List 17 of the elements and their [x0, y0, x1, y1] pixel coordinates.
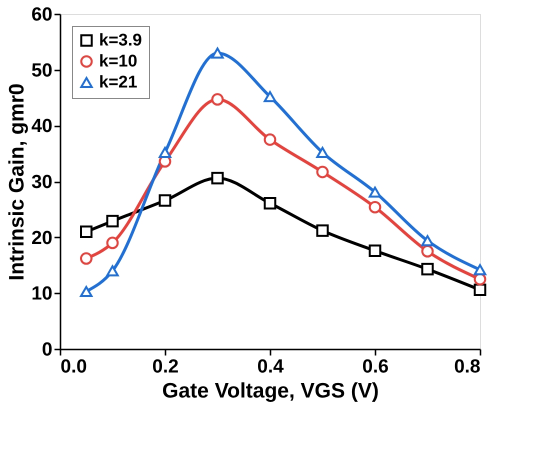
y-tick-label: 50 [31, 60, 52, 82]
y-tick-label: 10 [31, 284, 52, 305]
x-tick-label: 0.4 [257, 356, 284, 378]
y-tick-label: 20 [31, 228, 52, 249]
y-tick-label: 0 [42, 340, 52, 360]
x-axis-title: Gate Voltage, VGS (V) [162, 380, 379, 402]
x-tick-label: 0.2 [152, 356, 179, 378]
legend-label: k=10 [99, 52, 138, 70]
x-tick-label: 0.6 [362, 356, 389, 378]
legend-label: k=21 [99, 72, 138, 92]
x-tick-label: 0.8 [454, 356, 480, 378]
y-tick-label: 40 [31, 116, 52, 138]
y-tick-label: 30 [31, 172, 52, 193]
x-tick-label: 0.0 [60, 356, 87, 378]
y-axis-title: Intrinsic Gain, gmr0 [5, 83, 28, 281]
y-tick-label: 60 [31, 4, 52, 26]
legend-label: k=3.9 [99, 30, 142, 50]
